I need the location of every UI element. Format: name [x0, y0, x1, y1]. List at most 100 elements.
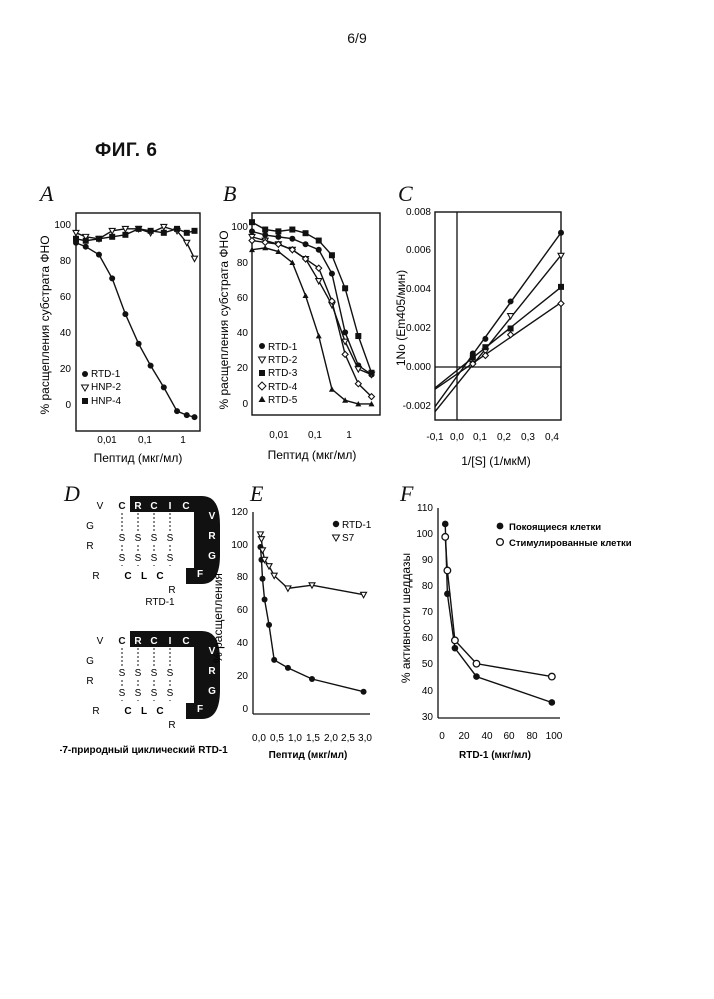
residue: R	[168, 585, 175, 596]
data-point-series-1	[482, 336, 488, 342]
data-point-hnp-2	[122, 226, 128, 231]
sulfur: S	[119, 688, 126, 699]
panel-e-ytick: 0	[242, 704, 248, 715]
data-point-rtd-1	[260, 576, 266, 582]
panel-e-xlabel: Пептид (мкг/мл)	[269, 750, 348, 761]
data-point-series-2	[508, 314, 514, 319]
panel-f-ytick: 70	[422, 607, 434, 618]
panel-c-xtick: -0,1	[426, 432, 444, 443]
legend-label-hnp-2: HNP-2	[91, 382, 121, 393]
residue: I	[169, 501, 172, 512]
data-point-rtd-1	[303, 241, 309, 247]
panel-f-xtick: 0	[439, 731, 445, 742]
residue: C	[156, 571, 163, 582]
data-point-s7	[285, 586, 291, 591]
panel-c-chart: 1No (Em405/мин) 0.008 0.006 0.004 0.002 …	[393, 200, 568, 475]
data-point-hnp-4	[73, 236, 79, 242]
panel-a-xtick: 0,01	[97, 435, 117, 446]
data-point-rtd-3	[342, 285, 348, 291]
panel-c-ytick: 0.008	[406, 207, 431, 218]
residue: R	[134, 636, 142, 647]
panel-f-ylabel: % активности шеддазы	[399, 553, 413, 683]
panel-e-ytick: 20	[237, 671, 249, 682]
panel-c-ytick: 0.000	[406, 362, 431, 373]
data-point-rtd-4	[249, 238, 255, 244]
series-line-series-4	[435, 303, 561, 390]
panel-e-plot	[257, 532, 366, 695]
data-point-rtd-1	[249, 228, 255, 234]
legend-label-rtd-1: RTD-1	[342, 520, 372, 531]
data-point-s7	[258, 537, 264, 542]
legend-label-rtd-5: RTD-5	[268, 395, 298, 406]
data-point-rtd-1	[285, 665, 291, 671]
panel-e-xtick: 2,0	[324, 733, 338, 744]
data-point-rtd-1	[262, 596, 268, 602]
residue: I	[169, 636, 172, 647]
panel-letter-b: B	[223, 181, 236, 207]
data-point-rtd-3	[303, 230, 309, 236]
data-point-стимулированные-клетки	[549, 673, 556, 680]
panel-c-xtick: 0,1	[473, 432, 487, 443]
residue: C	[156, 706, 163, 717]
data-point-hnp-4	[184, 230, 190, 236]
data-point-series-3	[482, 344, 488, 350]
sulfur: S	[135, 533, 142, 544]
panel-b-legend: RTD-1 RTD-2 RTD-3 RTD-4 RTD-5	[258, 342, 298, 406]
panel-b-ytick: 100	[231, 222, 248, 233]
data-point-hnp-4	[122, 232, 128, 238]
data-point-series-4	[508, 332, 514, 338]
data-point-rtd-1	[275, 234, 281, 240]
data-point-hnp-2	[109, 228, 115, 233]
data-point-rtd-1	[289, 236, 295, 242]
panel-c-ytick: -0.002	[403, 401, 432, 412]
legend-label-resting: Покоящиеся клетки	[509, 522, 601, 533]
legend-label-rtd-2: RTD-2	[268, 355, 298, 366]
panel-a-xtick: 0,1	[138, 435, 152, 446]
data-point-series-3	[508, 325, 514, 331]
data-point-series-4	[558, 301, 564, 307]
series-line-series-1	[435, 233, 561, 407]
sulfur: S	[167, 688, 174, 699]
legend-marker-stimulated	[497, 539, 504, 546]
panel-b-xtick: 0,1	[308, 430, 322, 441]
panel-b-xtick: 1	[346, 430, 352, 441]
data-point-hnp-4	[136, 226, 142, 232]
panel-c-xlabel: 1/[S] (1/мкМ)	[461, 454, 531, 468]
residue: C	[182, 501, 189, 512]
data-point-rtd-1	[148, 363, 154, 369]
series-line-rtd-1	[260, 547, 363, 692]
residue: C	[150, 501, 157, 512]
panel-c-ytick: 0.006	[406, 245, 431, 256]
sulfur: S	[135, 553, 142, 564]
legend-marker-rtd-1	[333, 521, 339, 527]
data-point-покоящиеся-клетки	[473, 673, 480, 680]
data-point-hnp-2	[161, 224, 167, 229]
panel-f-xtick: 20	[458, 731, 470, 742]
panel-c-plot	[435, 230, 564, 412]
residue: C	[118, 501, 125, 512]
panel-c-ytick: 0.004	[406, 284, 431, 295]
series-line-series-3	[435, 287, 561, 388]
data-point-rtd-1	[266, 622, 272, 628]
panel-c-xtick: 0,4	[545, 432, 559, 443]
data-point-rtd-1	[161, 384, 167, 390]
panel-a-ytick: 40	[60, 328, 72, 339]
panel-a-xtick: 1	[180, 435, 186, 446]
s7-caption: S-7-природный циклический RTD-1	[60, 745, 228, 756]
rtd-1-structure: CRCICSSSSSSSSCLCVGRRVRGFR	[86, 496, 220, 596]
figure-title: ФИГ. 6	[95, 140, 157, 162]
panel-e-xtick: 2,5	[341, 733, 355, 744]
data-point-rtd-5	[329, 386, 335, 391]
residue: G	[86, 656, 94, 667]
sulfur: S	[135, 688, 142, 699]
panel-a-chart: % расщепления субстрата ФНО 100 80 60 40…	[35, 205, 210, 475]
panel-b-ylabel: % расщепления субстрата ФНО	[217, 230, 231, 409]
data-point-rtd-1	[271, 657, 277, 663]
legend-marker-rtd-2	[259, 357, 266, 363]
panel-a-ytick: 80	[60, 256, 72, 267]
sulfur: S	[151, 553, 158, 564]
sulfur: S	[167, 553, 174, 564]
data-point-покоящиеся-клетки	[442, 521, 449, 528]
data-point-rtd-2	[355, 367, 361, 372]
data-point-series-1	[508, 298, 514, 304]
